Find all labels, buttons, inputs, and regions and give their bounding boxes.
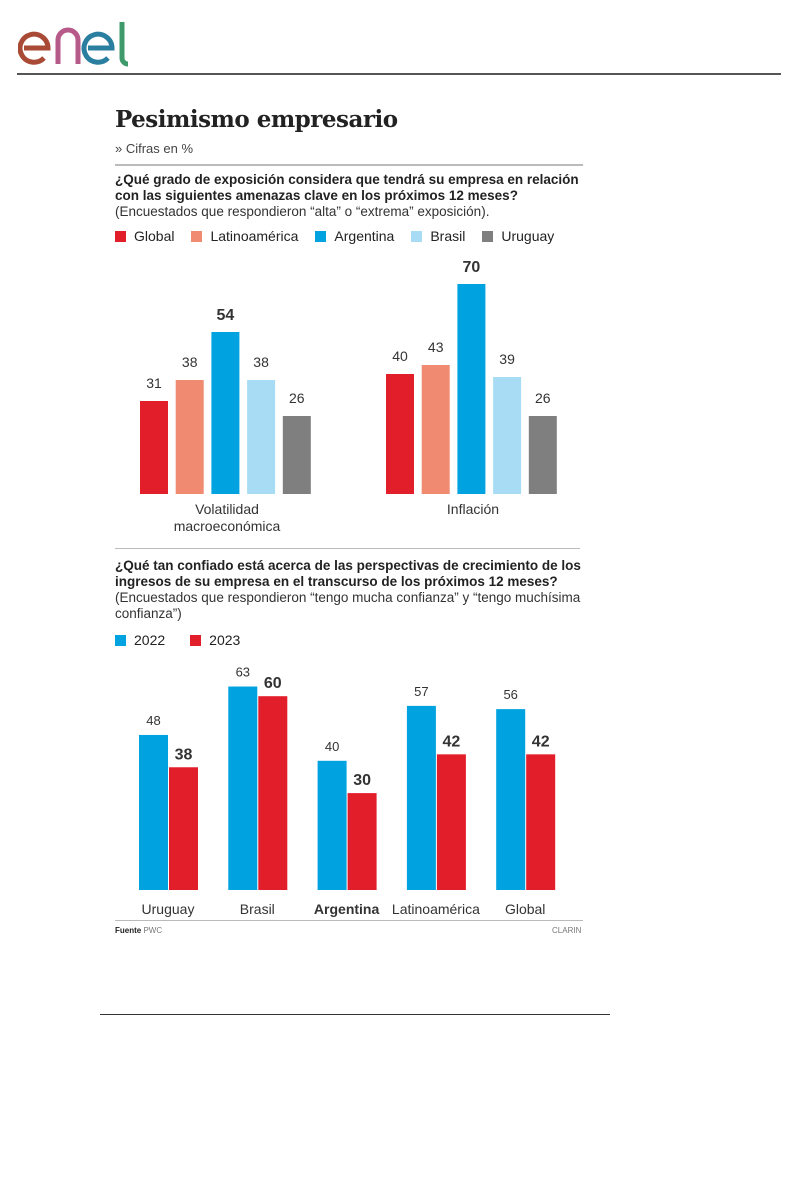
legend-swatch [191, 230, 203, 242]
legend-label: Argentina [334, 228, 395, 244]
data-label: 31 [146, 375, 162, 391]
data-label: 39 [499, 351, 515, 367]
bar [457, 284, 486, 494]
enel-logo [17, 18, 178, 81]
data-label: 38 [182, 354, 198, 370]
data-label: 56 [503, 687, 517, 702]
legend-label: Uruguay [501, 228, 555, 244]
data-label: 48 [146, 713, 160, 728]
category-label: Inflación [447, 501, 499, 517]
header-divider [17, 73, 781, 75]
subtitle: » Cifras en % [115, 141, 194, 156]
data-label: 40 [392, 348, 408, 364]
legend-label: Global [134, 228, 175, 244]
legend-label: Latinoamérica [210, 228, 299, 244]
legend-swatch [315, 230, 327, 242]
bottom-divider [100, 1014, 610, 1015]
legend-item: 2022 [115, 632, 165, 648]
data-label: 57 [414, 684, 428, 699]
bar [258, 696, 288, 890]
bar [421, 365, 450, 494]
category-label: Argentina [314, 901, 380, 917]
divider [115, 920, 583, 921]
legend-swatch [115, 230, 126, 242]
bar [317, 760, 347, 890]
bar [347, 793, 377, 890]
legend-swatch [411, 230, 423, 242]
bar [247, 380, 276, 494]
credit: CLARIN [552, 926, 582, 935]
data-label: 38 [175, 746, 193, 763]
legend-swatch [482, 230, 494, 242]
category-label: Volatilidad [195, 501, 259, 517]
chart2-svg: 48 38 Uruguay 63 60 Brasil 40 30 Argentina 57 42 La… [139, 665, 556, 917]
chart1-legend: Global Latinoamérica Argentina Brasil Urugua… [115, 228, 571, 244]
bar [169, 767, 198, 890]
data-label: 26 [289, 390, 305, 406]
legend-label: 2022 [134, 632, 166, 648]
bar [139, 734, 168, 890]
category-label: Latinoamérica [392, 901, 480, 917]
bar [282, 416, 311, 494]
category-label: Brasil [240, 901, 275, 917]
source: Fuente PWC [115, 926, 162, 935]
chart2-note: (Encuestados que respondieron “tengo muc… [115, 590, 581, 621]
data-label: 38 [253, 354, 269, 370]
page-title: Pesimismo empresario [115, 106, 398, 133]
bar [496, 709, 526, 890]
divider [115, 548, 580, 549]
legend-item: Argentina [315, 228, 394, 244]
data-label: 63 [236, 665, 250, 680]
chart1-question: ¿Qué grado de exposición considera que t… [115, 172, 579, 203]
data-label: 40 [325, 739, 339, 754]
legend-swatch [115, 634, 126, 646]
data-label: 43 [428, 339, 444, 355]
chart2-question: ¿Qué tan confiado está acerca de las per… [115, 558, 581, 589]
legend-item: Global [115, 228, 174, 244]
bar [526, 754, 556, 890]
legend-label: 2023 [209, 632, 241, 648]
bar [493, 377, 522, 494]
legend-item: Brasil [411, 228, 465, 244]
divider [115, 164, 583, 166]
data-label: 54 [217, 307, 235, 324]
data-label: 42 [443, 733, 461, 750]
legend-swatch [190, 634, 202, 646]
data-label: 30 [353, 772, 371, 789]
bar [175, 380, 204, 494]
chart2-legend: 2022 2023 [115, 632, 265, 648]
data-label: 42 [532, 733, 550, 750]
legend-item: 2023 [190, 632, 240, 648]
bar [528, 416, 557, 494]
source-label: Fuente [115, 926, 142, 935]
bar [436, 754, 466, 890]
bar [211, 332, 240, 494]
source-value: PWC [143, 926, 163, 935]
legend-label: Brasil [430, 228, 466, 244]
bar [386, 374, 414, 494]
data-label: 26 [535, 390, 551, 406]
category-label: macroeconómica [174, 518, 281, 534]
bar [406, 705, 436, 890]
legend-item: Latinoamérica [191, 228, 298, 244]
legend-item: Uruguay [482, 228, 554, 244]
bar [228, 686, 258, 890]
chart1-note: (Encuestados que respondieron “alta” o “… [115, 204, 490, 219]
bar [140, 401, 168, 494]
category-label: Uruguay [142, 901, 195, 917]
data-label: 70 [463, 259, 481, 276]
data-label: 60 [264, 675, 282, 692]
category-label: Global [505, 901, 545, 917]
